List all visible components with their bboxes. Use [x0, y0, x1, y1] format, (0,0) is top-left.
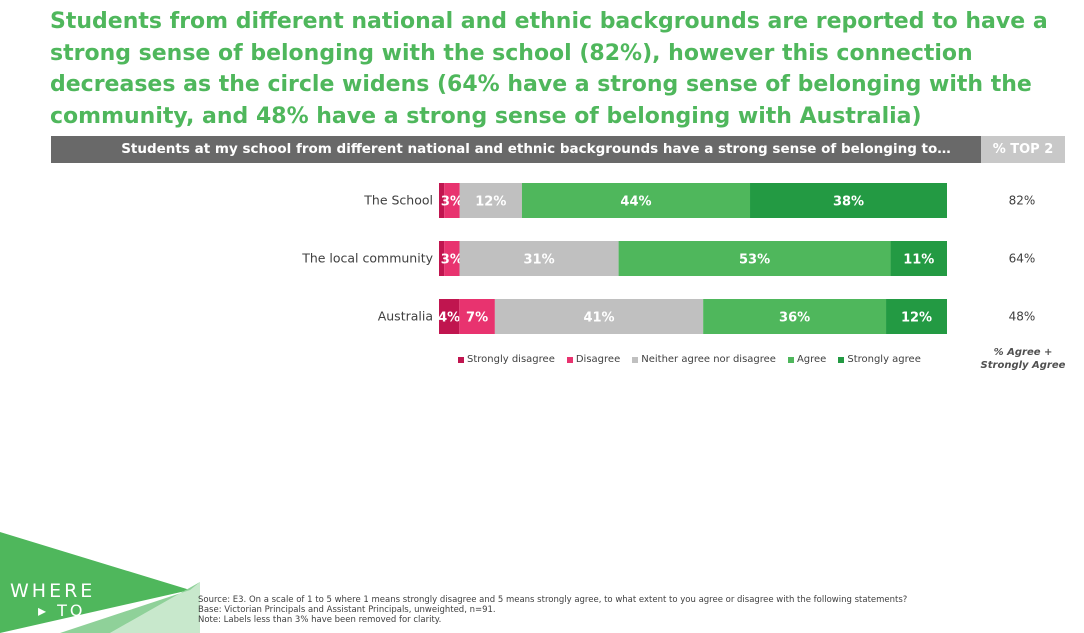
bar-segment-strongly-disagree	[439, 241, 445, 276]
top2-value: 82%	[1009, 194, 1036, 208]
legend-item: Agree	[787, 354, 827, 365]
headline: Students from different national and eth…	[50, 9, 1048, 129]
chart-legend: Strongly disagree Disagree Neither agree n…	[458, 354, 921, 365]
bar-segment-disagree	[444, 183, 460, 218]
data-label: 3%	[441, 253, 463, 268]
legend-label: Agree	[796, 354, 827, 365]
category-label: Australia	[378, 309, 433, 324]
legend-item: Strongly disagree	[458, 354, 555, 365]
source-line: Source: E3. On a scale of 1 to 5 where 1…	[198, 595, 908, 605]
top2-header: % TOP 2	[981, 136, 1065, 163]
legend-swatch	[566, 356, 573, 363]
source-notes: Source: E3. On a scale of 1 to 5 where 1…	[198, 595, 1068, 625]
data-label: 38%	[833, 195, 864, 210]
bar-segment-neither	[459, 183, 522, 218]
data-label: 7%	[466, 311, 488, 326]
data-label: 3%	[441, 195, 463, 210]
bar-segment-strongly-disagree	[439, 183, 445, 218]
legend-label: Strongly disagree	[467, 354, 555, 365]
bar-segment-disagree	[459, 299, 495, 334]
top2-value: 48%	[1009, 310, 1036, 324]
data-label: 41%	[583, 311, 614, 326]
data-label: 4%	[438, 311, 460, 326]
logo-line1: WHERE	[10, 580, 96, 602]
bar-segment-strongly-disagree	[439, 299, 460, 334]
logo-line2: ▸ TO	[38, 601, 86, 620]
question-header-bar: Students at my school from different nat…	[51, 136, 981, 163]
legend-label: Neither agree nor disagree	[641, 354, 776, 365]
legend-label: Disagree	[575, 354, 621, 365]
bar-segment-strongly-agree	[890, 241, 947, 276]
where-to-logo: WHERE ▸ TO	[10, 581, 95, 621]
bar-segment-agree	[521, 183, 751, 218]
top2-note: % Agree + Strongly Agree	[980, 347, 1066, 371]
bar-segment-strongly-agree	[750, 183, 947, 218]
data-label: 11%	[903, 253, 934, 268]
legend-item: Strongly agree	[838, 354, 921, 365]
note-line: Note: Labels less than 3% have been remo…	[198, 615, 442, 625]
legend-label: Strongly agree	[847, 354, 921, 365]
category-label: The local community	[301, 251, 433, 266]
legend-swatch	[838, 356, 845, 363]
legend-item: Neither agree nor disagree	[632, 354, 776, 365]
bar-segment-neither	[494, 299, 704, 334]
data-label: 12%	[475, 195, 506, 210]
data-label: 44%	[620, 195, 651, 210]
bar-segment-disagree	[444, 241, 460, 276]
data-label: 31%	[523, 253, 554, 268]
bar-segment-strongly-agree	[886, 299, 947, 334]
data-label: 12%	[901, 311, 932, 326]
top2-value: 64%	[1009, 252, 1036, 266]
legend-item: Disagree	[566, 354, 621, 365]
category-label: The School	[363, 193, 433, 208]
bar-segment-agree	[703, 299, 887, 334]
base-line: Base: Victorian Principals and Assistant…	[198, 605, 496, 615]
footer-triangle-graphic	[0, 532, 200, 633]
legend-swatch	[787, 356, 794, 363]
data-label: 53%	[739, 253, 770, 268]
bar-segment-agree	[618, 241, 891, 276]
data-label: 36%	[779, 311, 810, 326]
legend-swatch	[632, 356, 639, 363]
bar-segment-neither	[459, 241, 619, 276]
legend-swatch	[458, 356, 464, 363]
